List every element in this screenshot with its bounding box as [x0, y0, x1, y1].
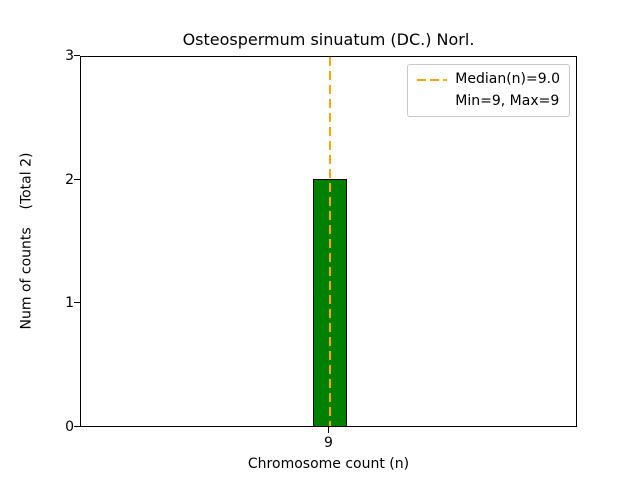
legend: Median(n)=9.0 Min=9, Max=9 — [407, 64, 570, 117]
legend-row-median: Median(n)=9.0 — [417, 71, 560, 88]
legend-row-minmax: Min=9, Max=9 — [417, 93, 560, 110]
x-tick-mark — [327, 427, 329, 433]
y-tick-mark — [74, 55, 80, 56]
legend-empty-sample — [417, 101, 447, 103]
y-tick-label: 2 — [65, 171, 74, 188]
x-axis-label: Chromosome count (n) — [247, 456, 410, 472]
y-tick-label: 3 — [65, 48, 74, 64]
y-tick-mark — [74, 178, 80, 180]
median-line — [328, 57, 331, 426]
y-tick-label: 0 — [65, 419, 74, 435]
chart-title: Osteospermum sinuatum (DC.) Norl. — [182, 30, 475, 49]
x-tick-label: 9 — [324, 435, 333, 451]
y-tick-mark — [74, 426, 80, 427]
y-tick-label: 1 — [65, 295, 74, 312]
legend-median-label: Median(n)=9.0 — [455, 71, 560, 87]
legend-minmax-label: Min=9, Max=9 — [455, 93, 560, 109]
plot-area — [80, 56, 577, 427]
median-dashed-line-icon — [417, 78, 448, 81]
y-tick-mark — [74, 302, 80, 304]
y-axis-label: Num of counts (Total 2) — [18, 152, 35, 330]
